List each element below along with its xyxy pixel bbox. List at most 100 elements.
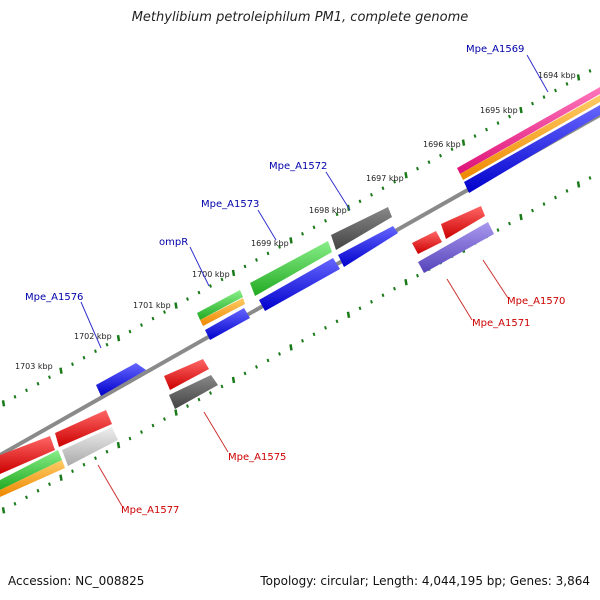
gene-label[interactable]: Mpe_A1570 [507,296,565,307]
gene-labels: Mpe_A1569 Mpe_A1572 Mpe_A1573 ompR Mpe_A… [25,44,565,516]
tick-mark [209,284,212,288]
tick-mark [531,101,534,106]
leader-line [482,259,509,299]
tick-mark [542,95,546,99]
tick-mark [116,441,121,449]
tick-mark [381,186,385,191]
tick-mark [266,251,270,256]
topology-label: Topology: circular; Length: 4,044,195 bp… [260,574,590,588]
kbp-label: 1695 kbp [480,106,518,115]
tick-mark [335,212,339,217]
kbp-label: 1703 kbp [15,362,53,371]
tick-mark [174,302,178,309]
tick-mark [450,147,454,151]
tick-mark [496,228,500,232]
tick-mark [220,384,224,389]
tick-mark [393,286,396,291]
kbp-label: 1702 kbp [74,332,112,341]
cds-blue [205,308,250,340]
cds-red [0,436,55,474]
tick-mark [48,482,51,487]
gene-label[interactable]: Mpe_A1569 [466,44,524,55]
tick-mark [554,88,557,93]
tick-mark [48,375,51,380]
tick-mark [94,456,97,460]
tick-mark [255,258,258,262]
tick-mark [59,474,63,481]
kbp-label: 1700 kbp [192,270,230,279]
tick-mark [335,319,339,324]
gene-label[interactable]: Mpe_A1576 [25,292,83,303]
tick-mark [542,202,546,206]
cds-red [55,410,112,447]
tick-mark [128,436,132,441]
tick-mark [197,290,201,295]
tick-mark [496,121,500,125]
tick-mark [519,106,523,114]
tick-mark [255,365,258,369]
tick-mark [324,219,327,223]
tick-mark [381,293,385,298]
tick-mark [36,488,40,493]
leader-line [80,301,102,349]
cds-features [0,87,600,497]
tick-mark [116,334,121,342]
gene-label[interactable]: Mpe_A1573 [201,199,259,210]
tick-mark [151,316,155,321]
tick-mark [301,232,304,236]
gene-label[interactable]: Mpe_A1572 [269,161,327,172]
cds-mpe-a1570 [441,206,485,239]
tick-mark [174,409,178,416]
cds-green [0,450,62,490]
tick-mark [82,462,86,467]
leader-line [325,171,351,211]
tick-mark [36,381,40,386]
cds-mpe-a1577 [62,427,118,466]
tick-mark [531,208,534,213]
kbp-label: 1694 kbp [538,71,576,80]
tick-mark [289,344,293,351]
tick-mark [209,391,212,395]
tick-mark [427,160,431,164]
tick-mark [186,404,189,408]
tick-mark [71,362,74,367]
tick-mark [105,342,109,347]
gene-label[interactable]: Mpe_A1571 [472,318,530,329]
gene-label[interactable]: ompR [159,237,188,248]
kbp-labels: 1694 kbp 1695 kbp 1696 kbp 1697 kbp 1698… [15,71,576,371]
tick-mark [220,277,224,282]
tick-mark [358,199,362,204]
tick-mark [105,449,109,454]
tick-mark [439,153,442,158]
kbp-label: 1701 kbp [133,301,171,310]
tick-mark [565,82,569,86]
leader-line [526,54,549,93]
tick-mark [243,371,247,376]
accession-label: Accession: NC_008825 [8,574,145,588]
cds-magenta [457,87,600,174]
cds-mpe-a1576 [96,363,146,396]
tick-mark [13,394,17,399]
tick-mark [576,181,581,188]
cds-mpe-a1571 [418,222,494,273]
tick-mark [163,310,166,314]
cds-ompr [197,290,243,320]
tick-mark [588,69,592,73]
tick-mark [266,358,270,363]
tick-mark [186,297,189,301]
gene-label[interactable]: Mpe_A1575 [228,452,286,463]
tick-mark [393,179,396,184]
tick-mark [82,355,86,360]
tick-mark [243,264,247,269]
tick-mark [370,299,373,304]
tick-mark [278,352,281,356]
cds-mpe-a1575 [169,375,218,409]
tick-mark [25,388,28,393]
tick-mark [565,189,569,193]
leader-line [189,246,210,287]
tick-mark [231,376,236,384]
gene-label[interactable]: Mpe_A1577 [121,505,179,516]
tick-mark [508,221,511,226]
tick-mark [519,213,523,221]
